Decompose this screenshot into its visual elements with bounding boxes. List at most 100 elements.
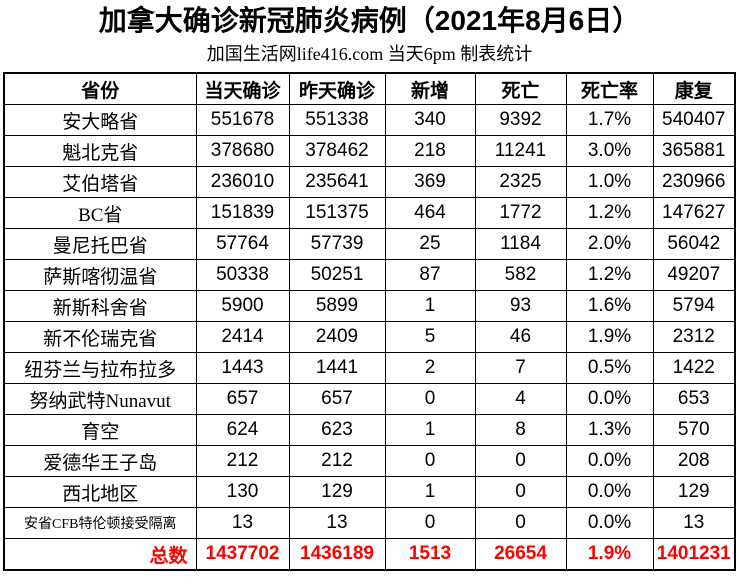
value-cell: 1.3% [565, 414, 654, 446]
value-cell: 56042 [652, 228, 736, 260]
value-cell: 1513 [384, 538, 476, 571]
value-cell: 365881 [652, 135, 736, 167]
value-cell: 93 [474, 290, 567, 322]
province-cell: 艾伯塔省 [3, 166, 197, 198]
value-cell: 1401231 [652, 538, 736, 571]
value-cell: 26654 [474, 538, 567, 571]
value-cell: 151375 [288, 197, 386, 229]
value-cell: 0 [384, 507, 476, 539]
value-cell: 540407 [652, 104, 736, 136]
table-row: 爱德华王子岛 212 212 0 0 0.0% 208 [3, 445, 736, 477]
province-cell: 育空 [3, 414, 197, 446]
value-cell: 129 [652, 476, 736, 508]
value-cell: 1443 [195, 352, 290, 384]
value-cell: 369 [384, 166, 476, 198]
value-cell: 49207 [652, 259, 736, 291]
value-cell: 57764 [195, 228, 290, 260]
value-cell: 0.0% [565, 476, 654, 508]
page-title: 加拿大确诊新冠肺炎病例（2021年8月6日） [98, 5, 641, 36]
table-row: 安大略省 551678 551338 340 9392 1.7% 540407 [3, 104, 736, 136]
value-cell: 0.5% [565, 352, 654, 384]
table-row: 曼尼托巴省 57764 57739 25 1184 2.0% 56042 [3, 228, 736, 260]
value-cell: 212 [288, 445, 386, 477]
value-cell: 151839 [195, 197, 290, 229]
value-cell: 1422 [652, 352, 736, 384]
value-cell: 1.0% [565, 166, 654, 198]
table-row: 艾伯塔省 236010 235641 369 2325 1.0% 230966 [3, 166, 736, 198]
value-cell: 2325 [474, 166, 567, 198]
value-cell: 236010 [195, 166, 290, 198]
value-cell: 5900 [195, 290, 290, 322]
value-cell: 1184 [474, 228, 567, 260]
province-cell: 纽芬兰与拉布拉多 [3, 352, 197, 384]
value-cell: 624 [195, 414, 290, 446]
value-cell: 1437702 [195, 538, 290, 571]
value-cell: 0 [474, 507, 567, 539]
value-cell: 87 [384, 259, 476, 291]
value-cell: 623 [288, 414, 386, 446]
value-cell: 5899 [288, 290, 386, 322]
value-cell: 0.0% [565, 445, 654, 477]
value-cell: 13 [195, 507, 290, 539]
covid-cases-table: 省份 当天确诊 昨天确诊 新增 死亡 死亡率 康复 安大略省 551678 551338 340 9… [3, 72, 736, 571]
value-cell: 653 [652, 383, 736, 415]
value-cell: 1.6% [565, 290, 654, 322]
province-cell: 爱德华王子岛 [3, 445, 197, 477]
value-cell: 0 [384, 383, 476, 415]
value-cell: 130 [195, 476, 290, 508]
province-cell: 魁北克省 [3, 135, 197, 167]
value-cell: 7 [474, 352, 567, 384]
province-cell: 努纳武特Nunavut [3, 383, 197, 415]
province-cell: 曼尼托巴省 [3, 228, 197, 260]
value-cell: 1772 [474, 197, 567, 229]
value-cell: 218 [384, 135, 476, 167]
value-cell: 11241 [474, 135, 567, 167]
column-header: 省份 [3, 72, 197, 105]
table-body: 安大略省 551678 551338 340 9392 1.7% 540407 魁北克省 378… [3, 104, 736, 571]
table-row: 新不伦瑞克省 2414 2409 5 46 1.9% 2312 [3, 321, 736, 353]
value-cell: 378680 [195, 135, 290, 167]
value-cell: 1 [384, 476, 476, 508]
value-cell: 5794 [652, 290, 736, 322]
value-cell: 2312 [652, 321, 736, 353]
value-cell: 208 [652, 445, 736, 477]
province-cell: BC省 [3, 197, 197, 229]
value-cell: 582 [474, 259, 567, 291]
province-cell: 安省CFB特伦顿接受隔离 [3, 507, 197, 539]
value-cell: 1.2% [565, 259, 654, 291]
value-cell: 2 [384, 352, 476, 384]
value-cell: 230966 [652, 166, 736, 198]
value-cell: 0 [384, 445, 476, 477]
table-row: 萨斯喀彻温省 50338 50251 87 582 1.2% 49207 [3, 259, 736, 291]
table-row: 魁北克省 378680 378462 218 11241 3.0% 365881 [3, 135, 736, 167]
table-row: 新斯科舍省 5900 5899 1 93 1.6% 5794 [3, 290, 736, 322]
value-cell: 0 [474, 476, 567, 508]
column-header: 当天确诊 [195, 72, 290, 105]
table-row: 纽芬兰与拉布拉多 1443 1441 2 7 0.5% 1422 [3, 352, 736, 384]
value-cell: 2414 [195, 321, 290, 353]
value-cell: 0 [474, 445, 567, 477]
value-cell: 5 [384, 321, 476, 353]
total-label-cell: 总数 [3, 538, 197, 571]
province-cell: 新斯科舍省 [3, 290, 197, 322]
value-cell: 8 [474, 414, 567, 446]
value-cell: 46 [474, 321, 567, 353]
table-header: 省份 当天确诊 昨天确诊 新增 死亡 死亡率 康复 [3, 72, 736, 105]
value-cell: 1 [384, 290, 476, 322]
value-cell: 3.0% [565, 135, 654, 167]
value-cell: 212 [195, 445, 290, 477]
column-header: 昨天确诊 [288, 72, 386, 105]
value-cell: 1436189 [288, 538, 386, 571]
value-cell: 657 [195, 383, 290, 415]
value-cell: 13 [288, 507, 386, 539]
column-header: 新增 [384, 72, 476, 105]
value-cell: 147627 [652, 197, 736, 229]
table-row: 西北地区 130 129 1 0 0.0% 129 [3, 476, 736, 508]
value-cell: 340 [384, 104, 476, 136]
value-cell: 1.9% [565, 321, 654, 353]
table-row: BC省 151839 151375 464 1772 1.2% 147627 [3, 197, 736, 229]
table-row: 育空 624 623 1 8 1.3% 570 [3, 414, 736, 446]
value-cell: 1.7% [565, 104, 654, 136]
page-subtitle: 加国生活网life416.com 当天6pm 制表统计 [206, 44, 533, 64]
value-cell: 2409 [288, 321, 386, 353]
